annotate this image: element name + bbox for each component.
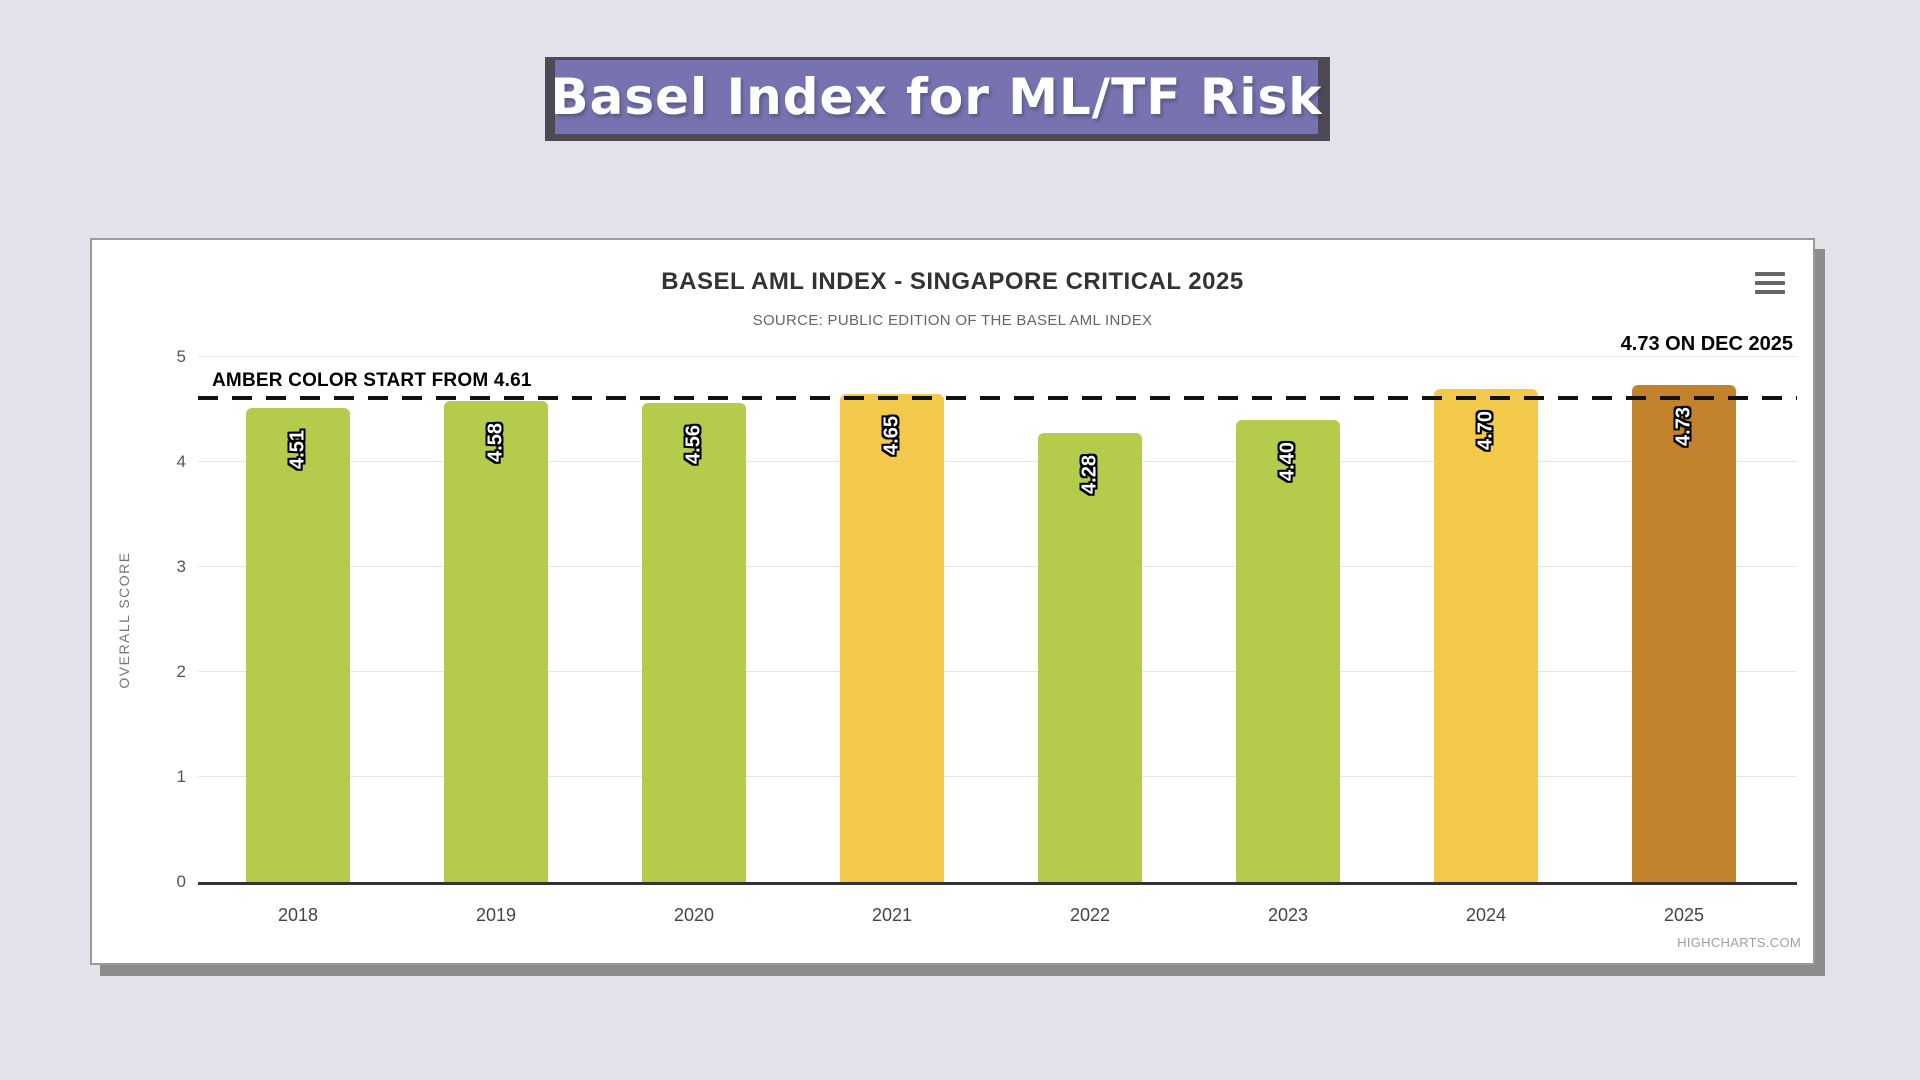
bar-value-label: 4.28 — [1078, 454, 1101, 494]
hamburger-icon — [1755, 290, 1785, 294]
bar-2024[interactable]: 4.70 — [1434, 388, 1538, 882]
bar-value-label: 4.56 — [682, 425, 705, 465]
bar-2022[interactable]: 4.28 — [1038, 432, 1142, 882]
bar-value-label: 4.40 — [1276, 442, 1299, 481]
gridline — [198, 461, 1797, 462]
banner-title: Basel Index for ML/TF Risk — [550, 68, 1323, 126]
hamburger-icon — [1755, 272, 1785, 276]
bar-value-label: 4.58 — [484, 423, 507, 463]
hamburger-icon — [1755, 281, 1785, 285]
bar-2023[interactable]: 4.40 — [1236, 420, 1340, 882]
plot-area: OVERALL SCORE AMBER COLOR START FROM 4.6… — [116, 333, 1801, 950]
bar-value-label: 4.65 — [880, 415, 903, 455]
x-tick-label-2019: 2019 — [475, 905, 517, 925]
y-tick-label: 4 — [176, 452, 186, 471]
y-tick-label: 3 — [176, 557, 186, 576]
chart-title: BASEL AML INDEX - SINGAPORE CRITICAL 202… — [661, 268, 1244, 295]
x-tick-label-2022: 2022 — [1069, 905, 1111, 925]
y-tick-label: 5 — [176, 347, 186, 366]
x-tick-label-2025: 2025 — [1663, 905, 1705, 925]
highcharts-credit-link[interactable]: HIGHCHARTS.COM — [1677, 935, 1801, 950]
context-menu-button[interactable] — [1755, 270, 1785, 296]
bar-2019[interactable]: 4.58 — [444, 401, 548, 882]
bar-value-label: 4.70 — [1474, 410, 1497, 450]
bar-2020[interactable]: 4.56 — [642, 403, 746, 882]
threshold-label: AMBER COLOR START FROM 4.61 — [212, 369, 532, 391]
chart-subtitle: SOURCE: PUBLIC EDITION OF THE BASEL AML … — [752, 312, 1153, 329]
bar-2025[interactable]: 4.73 — [1632, 385, 1736, 882]
banner: Basel Index for ML/TF Risk — [545, 57, 1330, 141]
x-tick-label-2024: 2024 — [1465, 905, 1507, 925]
y-tick-label: 0 — [176, 872, 186, 891]
y-axis-title: OVERALL SCORE — [116, 550, 132, 689]
threshold-line — [198, 395, 1797, 400]
bar-2021[interactable]: 4.65 — [840, 393, 944, 882]
bar-2018[interactable]: 4.51 — [246, 408, 350, 882]
bar-value-label: 4.73 — [1672, 407, 1695, 447]
gridline — [198, 776, 1797, 777]
chart-panel: BASEL AML INDEX - SINGAPORE CRITICAL 202… — [90, 238, 1815, 965]
y-tick-label: 2 — [176, 662, 186, 681]
gridline — [198, 671, 1797, 672]
x-tick-label-2023: 2023 — [1267, 905, 1309, 925]
y-tick-label: 1 — [176, 767, 186, 786]
x-tick-label-2020: 2020 — [673, 905, 715, 925]
gridline — [198, 566, 1797, 567]
x-tick-label-2018: 2018 — [277, 905, 319, 925]
gridline — [198, 356, 1797, 357]
bar-value-label: 4.51 — [286, 430, 309, 470]
annotation-label: 4.73 ON DEC 2025 — [1620, 333, 1793, 355]
x-tick-label-2021: 2021 — [871, 905, 913, 925]
